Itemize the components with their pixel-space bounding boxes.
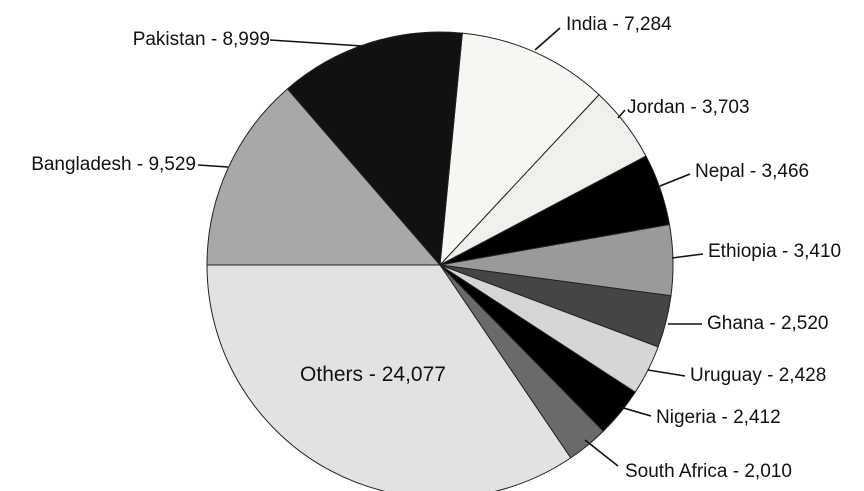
category-name: Pakistan	[133, 29, 206, 50]
pie-slice	[286, 31, 463, 267]
leader-line	[617, 109, 626, 119]
value-label: 3,466	[762, 161, 810, 182]
leader-line	[671, 253, 704, 259]
label-separator: -	[716, 407, 733, 428]
category-name: India	[566, 14, 608, 35]
value-label: 8,999	[222, 29, 270, 50]
value-label: 2,428	[779, 365, 827, 386]
value-label: 3,410	[794, 241, 842, 262]
slice-label: Uruguay - 2,428	[690, 365, 826, 386]
leader-line	[647, 369, 686, 377]
leader-line	[659, 173, 691, 187]
category-name: South Africa	[625, 461, 728, 482]
category-name: Ethiopia	[708, 241, 777, 262]
category-name: Bangladesh	[31, 154, 131, 175]
slice-label: Pakistan - 8,999	[133, 29, 270, 50]
label-separator: -	[777, 241, 794, 262]
slice-label: Bangladesh - 9,529	[31, 154, 196, 175]
value-label: 7,284	[624, 14, 672, 35]
slice-label: Ethiopia - 3,410	[708, 241, 841, 262]
category-name: Jordan	[627, 97, 685, 118]
slice-label: Ghana - 2,520	[707, 313, 828, 334]
leader-line	[534, 27, 561, 51]
category-name: Nigeria	[656, 407, 717, 428]
category-name: Others	[300, 363, 363, 386]
label-separator: -	[685, 97, 702, 118]
category-name: Uruguay	[690, 365, 762, 386]
slice-label: Nigeria - 2,412	[656, 407, 781, 428]
category-name: Nepal	[695, 161, 745, 182]
label-separator: -	[206, 29, 223, 50]
pie-slice	[206, 264, 572, 491]
pie-slice	[206, 88, 442, 266]
slice-label: Jordan - 3,703	[627, 97, 750, 118]
value-label: 2,520	[781, 313, 829, 334]
slice-label: Others - 24,077	[300, 363, 446, 386]
value-label: 2,010	[744, 461, 792, 482]
label-separator: -	[363, 363, 382, 386]
slice-label: South Africa - 2,010	[625, 461, 792, 482]
leader-line	[269, 39, 363, 47]
slice-label: Nepal - 3,466	[695, 161, 809, 182]
value-label: 24,077	[382, 363, 446, 386]
category-name: Ghana	[707, 313, 764, 334]
pie-slice	[439, 32, 600, 267]
label-separator: -	[764, 313, 781, 334]
value-label: 9,529	[148, 154, 196, 175]
label-separator: -	[132, 154, 149, 175]
leader-line	[197, 164, 229, 168]
label-separator: -	[607, 14, 624, 35]
leader-line	[584, 439, 619, 467]
label-separator: -	[762, 365, 779, 386]
leader-line	[619, 406, 652, 417]
value-label: 2,412	[733, 407, 781, 428]
label-separator: -	[745, 161, 762, 182]
slice-label: India - 7,284	[566, 14, 672, 35]
label-separator: -	[727, 461, 744, 482]
value-label: 3,703	[702, 97, 750, 118]
